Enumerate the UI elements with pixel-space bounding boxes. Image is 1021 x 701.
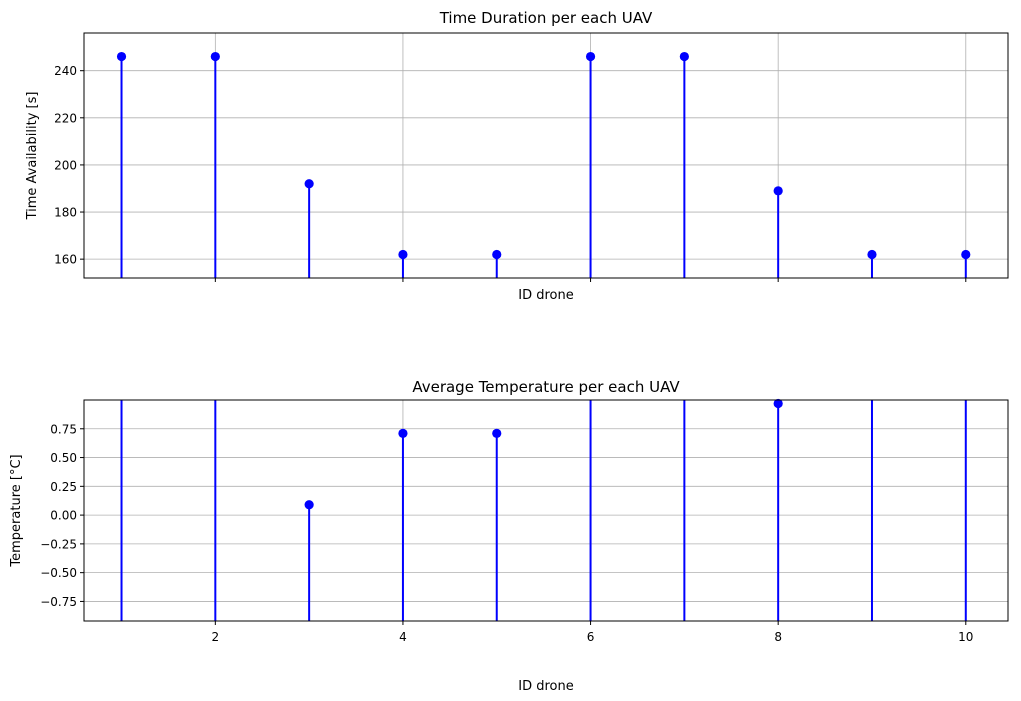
y-tick-label: −0.25 bbox=[40, 537, 77, 551]
stem-marker bbox=[398, 249, 408, 260]
temperature-chart: 2 4 6 8 10 −0.75 −0.50 −0.25 0.00 0.25 0.50 0.75 Ave… bbox=[9, 378, 1009, 694]
stem-marker bbox=[773, 398, 783, 409]
x-tick-label: 10 bbox=[958, 630, 973, 644]
stem-marker bbox=[961, 249, 971, 260]
y-tick-label: 240 bbox=[54, 64, 77, 78]
stem-marker bbox=[304, 500, 314, 510]
x-tick-label: 4 bbox=[399, 630, 407, 644]
stem-marker bbox=[492, 249, 502, 260]
stem-marker bbox=[585, 51, 596, 62]
x-tick-label: 6 bbox=[587, 630, 595, 644]
y-tick-label: −0.75 bbox=[40, 595, 77, 609]
y-tick-label: −0.50 bbox=[40, 566, 77, 580]
stem-marker bbox=[398, 428, 408, 438]
stem-marker bbox=[210, 51, 220, 62]
y-tick-label: 0.25 bbox=[50, 480, 77, 494]
stem-marker bbox=[304, 179, 314, 189]
stem-marker bbox=[492, 428, 502, 438]
y-axis-label: Time Availability [s] bbox=[25, 92, 40, 221]
time-duration-chart: 160 180 200 220 240 Time Duration per each UA… bbox=[25, 9, 1009, 303]
axes-frame bbox=[83, 399, 1009, 622]
chart-title: Time Duration per each UAV bbox=[439, 9, 653, 27]
y-tick-label: 0.75 bbox=[50, 422, 77, 436]
y-tick-label: 200 bbox=[54, 158, 77, 172]
y-tick-label: 160 bbox=[54, 253, 77, 267]
x-tick-label: 8 bbox=[774, 630, 782, 644]
y-tick-label: 0.00 bbox=[50, 509, 77, 523]
y-tick-label: 220 bbox=[54, 111, 77, 125]
x-axis-label: ID drone bbox=[518, 679, 573, 694]
chart-title: Average Temperature per each UAV bbox=[412, 378, 680, 396]
x-tick-label: 2 bbox=[212, 630, 220, 644]
stem-marker bbox=[867, 249, 877, 260]
y-tick-label: 180 bbox=[54, 206, 77, 220]
stem-marker bbox=[773, 186, 783, 196]
axes-frame bbox=[83, 32, 1009, 279]
x-axis-label: ID drone bbox=[518, 288, 573, 303]
stem-marker bbox=[679, 51, 689, 62]
y-tick-label: 0.50 bbox=[50, 451, 77, 465]
y-axis-label: Temperature [°C] bbox=[9, 454, 24, 567]
stem-marker bbox=[116, 51, 127, 62]
